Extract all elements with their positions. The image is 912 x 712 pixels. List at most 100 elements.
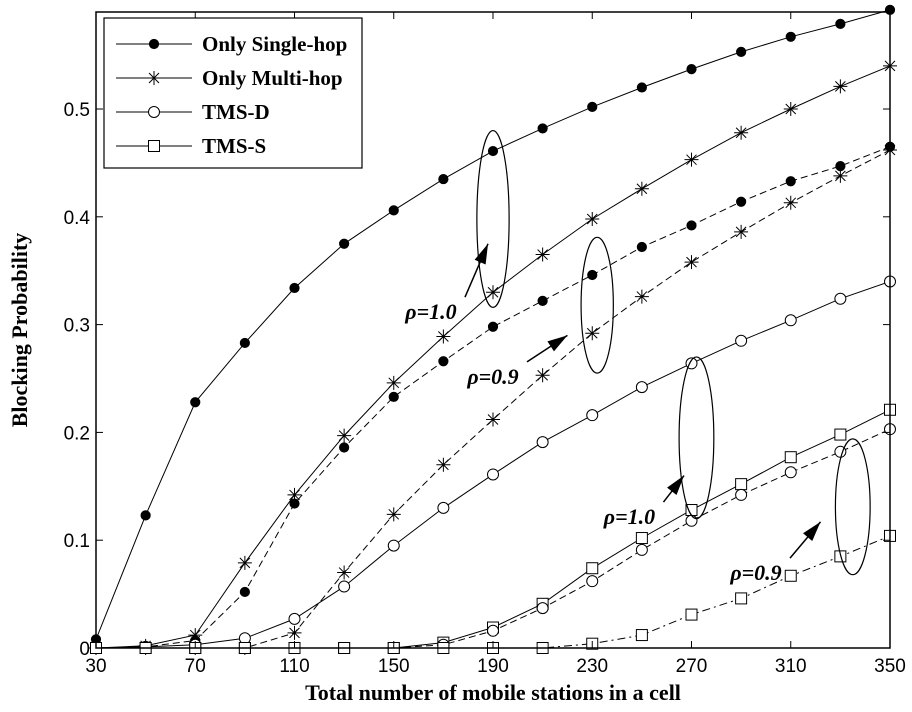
legend-marker-shape — [147, 71, 161, 85]
data-point — [585, 211, 600, 226]
data-point-shape — [239, 586, 250, 598]
legend-label: Only Single-hop — [202, 32, 347, 56]
data-point — [784, 314, 797, 327]
data-point — [783, 102, 798, 117]
data-point — [735, 488, 748, 501]
data-point — [586, 562, 599, 575]
data-point — [734, 125, 749, 140]
x-tick-label: 270 — [676, 656, 708, 677]
data-point — [634, 289, 649, 304]
series-6 — [90, 423, 896, 654]
group-ellipse — [678, 356, 715, 520]
x-tick-label: 230 — [576, 656, 608, 677]
data-point — [685, 608, 698, 621]
data-point — [735, 334, 748, 347]
data-point — [636, 82, 647, 93]
data-point — [487, 624, 499, 637]
data-point — [487, 145, 499, 157]
data-point — [535, 247, 550, 262]
data-point — [585, 326, 600, 341]
data-point — [188, 628, 203, 643]
data-point — [735, 478, 748, 491]
data-point-shape — [487, 468, 499, 481]
data-point-shape — [537, 295, 548, 306]
data-point-shape — [287, 487, 302, 502]
data-point-shape — [735, 592, 748, 605]
y-axis-label: Blocking Probability — [7, 233, 32, 428]
data-point-shape — [783, 102, 798, 117]
annotations: ρ=1.0 ρ=0.9 ρ=1.0 ρ=0.9 — [404, 129, 871, 585]
data-point-shape — [386, 507, 401, 522]
data-point-shape — [684, 152, 699, 167]
annotation-arrow-head — [474, 243, 489, 265]
data-point-shape — [635, 629, 648, 642]
data-point — [785, 176, 796, 187]
rho-label: ρ=0.9 — [466, 364, 518, 389]
legend-label: TMS-S — [202, 134, 266, 158]
data-point-shape — [536, 602, 549, 615]
legend-item: Only Multi-hop — [116, 66, 343, 90]
data-point — [784, 466, 797, 479]
data-point-shape — [685, 514, 698, 527]
x-tick-label: 190 — [477, 656, 509, 677]
series-line — [95, 146, 891, 649]
data-point — [635, 532, 648, 545]
data-point-shape — [536, 436, 549, 449]
data-point-shape — [833, 79, 848, 94]
data-point-shape — [190, 397, 201, 408]
data-point-shape — [686, 220, 697, 231]
data-point — [587, 269, 598, 281]
annotation-arrow-head — [667, 475, 685, 496]
data-point-shape — [535, 368, 550, 383]
y-tick-label: 0.4 — [64, 208, 91, 229]
data-point-shape — [735, 334, 748, 347]
data-point-shape — [734, 125, 749, 140]
data-point-shape — [784, 314, 797, 327]
legend-marker — [148, 38, 160, 50]
data-point-shape — [735, 488, 748, 501]
data-point — [239, 586, 250, 598]
data-point-shape — [337, 565, 352, 580]
data-point — [339, 238, 350, 249]
data-point-shape — [486, 285, 500, 300]
data-point-shape — [586, 409, 599, 422]
legend: Only Single-hop Only Multi-hop TMS-D TMS-S — [103, 17, 363, 169]
data-point — [337, 565, 352, 580]
data-point — [438, 356, 449, 367]
data-point-shape — [586, 562, 599, 575]
data-point — [835, 18, 846, 29]
data-point-shape — [237, 555, 252, 570]
data-point-shape — [735, 478, 748, 491]
data-point-shape — [834, 428, 847, 441]
legend-label: Only Multi-hop — [202, 66, 343, 90]
data-point-shape — [784, 569, 797, 582]
data-point — [386, 507, 401, 522]
data-point-shape — [388, 205, 399, 216]
data-point-shape — [636, 241, 647, 253]
data-point-shape — [289, 498, 300, 509]
data-point-shape — [535, 247, 550, 262]
data-point-shape — [337, 428, 352, 443]
data-point — [237, 555, 252, 570]
data-point — [734, 224, 749, 239]
data-point-shape — [386, 375, 401, 390]
legend-marker-shape — [148, 140, 160, 152]
data-point — [437, 501, 450, 514]
y-tick-label: 0.3 — [64, 316, 90, 337]
legend-marker-shape — [148, 38, 160, 50]
x-tick-label: 70 — [185, 656, 206, 677]
data-point-shape — [634, 289, 649, 304]
data-point — [486, 412, 500, 427]
rho-label: ρ=1.0 — [404, 299, 456, 324]
data-point-shape — [140, 510, 151, 521]
data-point — [587, 101, 598, 112]
y-tick-label: 0.1 — [64, 531, 90, 552]
data-point — [833, 168, 848, 183]
data-point-shape — [834, 292, 847, 305]
data-point — [386, 375, 401, 390]
data-point-shape — [635, 532, 648, 545]
data-point — [784, 451, 797, 464]
data-point — [536, 436, 549, 449]
data-point-shape — [634, 181, 649, 196]
